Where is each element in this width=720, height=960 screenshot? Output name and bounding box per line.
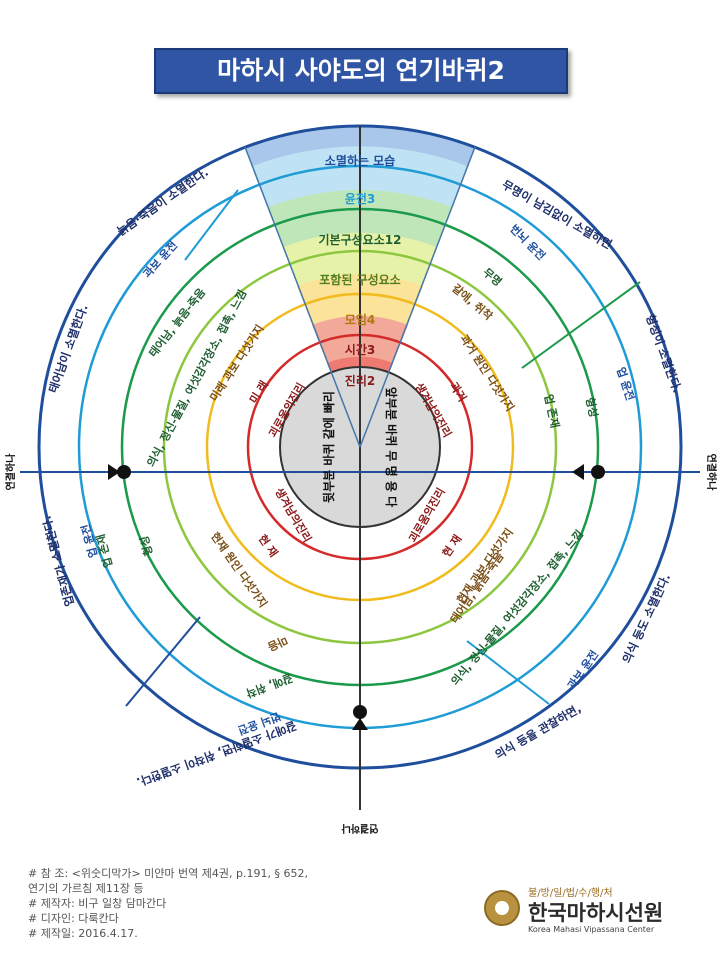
logo-name: 한국마하시선원: [528, 901, 664, 925]
round-defilement-upper: 번뇌 윤전: [507, 222, 548, 263]
cessation-aging-death: 늙음·죽음이 소멸한다.: [114, 165, 210, 238]
wedge-edge-left: [244, 146, 361, 448]
link-craving-clinging-bottom: 갈애, 취착: [244, 671, 294, 701]
link-formations-left: 형성: [137, 534, 156, 557]
note-line: # 제작자: 비구 일창 담마간다: [28, 897, 167, 910]
link-ignorance: 무명: [480, 265, 505, 289]
wedge-edge-right: [359, 146, 476, 448]
dharma-wheel-icon: [484, 890, 520, 926]
divider-lower-right: [466, 640, 550, 705]
center-left-label: 뒷부분 바퀴 같에 빠리: [321, 391, 336, 503]
logo-tagline: 불/방/일/법/수/행/처: [528, 888, 613, 899]
marker-dot-bottom: [353, 705, 367, 719]
link-kamma-existence-right: 업 존재: [542, 393, 563, 429]
page-title: 마하시 사야도의 연기바퀴2: [217, 56, 505, 85]
cessation-consciousness: 의식 등도 소멸한다.: [620, 571, 674, 665]
round-result-lower-right: 과보 윤전: [564, 648, 601, 692]
cessation-craving: 갈애가 소멸하면, 취착이 소멸한다.: [135, 718, 298, 789]
round-result-upper-left: 과보 윤전: [140, 238, 180, 280]
connection-bottom-label: 연결하나: [341, 822, 379, 835]
connection-left-label: 연결하나: [4, 453, 17, 491]
divider-upper-right: [521, 281, 641, 369]
cessation-kamma-existence: 업존재가 소멸한다.: [39, 514, 77, 607]
logo-english: Korea Mahasi Vipassana Center: [528, 925, 655, 934]
title-banner: 마하시 사야도의 연기바퀴2: [154, 48, 568, 94]
group-past-causes: 과거 원인 다섯가지: [457, 332, 517, 414]
link-formations-right: 형성: [583, 396, 601, 419]
note-line: # 참 조: <위숫디막가> 미얀마 번역 제4권, p.191, § 652,: [28, 867, 308, 880]
link-mind-bottom: 마음: [266, 633, 290, 654]
label-basic-components: 기본구성요소12: [319, 232, 402, 247]
time-present-right: 현 재: [439, 532, 464, 560]
label-included-components: 포함된 구성요소: [319, 272, 400, 287]
marker-arrow-right: [572, 464, 584, 480]
cessation-formations: 형성이 소멸한다.: [643, 313, 684, 395]
divider-upper-left: [184, 189, 239, 261]
marker-arrow-left: [108, 464, 120, 480]
center-logo: 불/방/일/법/수/행/처 한국마하시선원 Korea Mahasi Vipas…: [484, 884, 704, 940]
time-past: 과거: [447, 380, 470, 405]
label-truth: 진리2: [345, 373, 375, 388]
time-present-left: 현 재: [256, 532, 281, 560]
center-right-label: 앞부분 바퀴 무 명 용 다: [384, 387, 399, 507]
reference-notes: # 참 조: <위숫디막가> 미얀마 번역 제4권, p.191, § 652,…: [28, 866, 308, 941]
connection-right-label: 연결하나: [705, 454, 718, 492]
marker-dot-left: [117, 465, 131, 479]
label-cessation-mode: 소멸하는 모습: [325, 153, 395, 168]
marker-arrow-bottom: [352, 718, 368, 730]
label-groups: 모임4: [345, 313, 375, 327]
note-line: # 디자인: 다룩칸다: [28, 912, 119, 925]
marker-dot-right: [591, 465, 605, 479]
label-rounds: 윤전3: [345, 191, 375, 206]
label-time: 시간3: [345, 342, 375, 357]
note-line: 연기의 가르침 제11장 등: [28, 882, 144, 895]
note-line: # 제작일: 2016.4.17.: [28, 927, 138, 940]
divider-lower-left: [125, 616, 201, 707]
